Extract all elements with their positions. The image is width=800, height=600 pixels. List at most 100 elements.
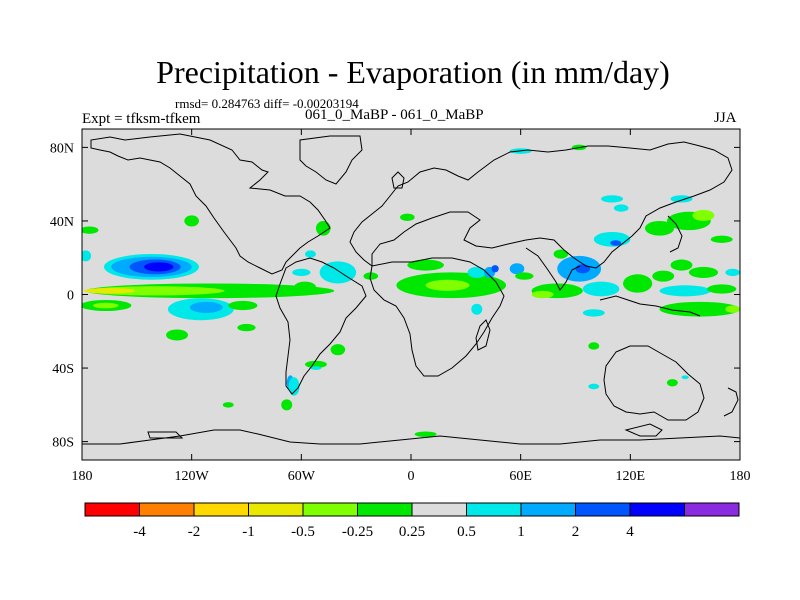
colorbar-label: 2 [572, 524, 580, 540]
anomaly-blob [531, 290, 554, 299]
anomaly-blob [610, 240, 622, 246]
colorbar-swatch [520, 502, 576, 517]
anomaly-blob [471, 303, 483, 315]
coast-south-america [275, 257, 367, 395]
y-tick-label: 80N [50, 141, 74, 156]
anomaly-field [82, 144, 740, 438]
colorbar-label: -0.25 [342, 524, 373, 540]
anomaly-blob [304, 250, 316, 258]
anomaly-blob [288, 377, 300, 396]
colorbar-label: -1 [242, 524, 255, 540]
anomaly-blob [593, 231, 631, 247]
anomaly-blob [575, 264, 591, 274]
anomaly-blob [294, 281, 316, 293]
colorbar-label: 0.5 [457, 524, 476, 540]
colorbar-label: -2 [188, 524, 201, 540]
anomaly-blob [582, 281, 620, 297]
colorbar-label: -4 [133, 524, 146, 540]
colorbar-swatch [302, 502, 358, 517]
anomaly-blob [515, 272, 534, 280]
anomaly-blob [588, 342, 600, 350]
anomaly-blob [222, 402, 234, 408]
anomaly-blob [681, 375, 689, 380]
colorbar-swatch [139, 502, 195, 517]
anomaly-blob [582, 309, 605, 317]
coast-antarctica [82, 429, 740, 445]
anomaly-blob [83, 288, 136, 294]
anomaly-blob [623, 274, 653, 293]
y-tick-label: 40S [52, 362, 74, 377]
x-tick-label: 180 [730, 469, 751, 484]
colorbar-swatch [193, 502, 249, 517]
anomaly-blob [725, 305, 740, 313]
anomaly-blob [330, 344, 346, 356]
x-tick-label: 60W [288, 469, 316, 484]
anomaly-blob [407, 259, 444, 271]
anomaly-blob [659, 301, 740, 317]
coast-eurasia [349, 141, 733, 269]
case-label: 061_0_MaBP - 061_0_MaBP [305, 107, 484, 123]
anomaly-blob [400, 213, 415, 221]
anomaly-blob [467, 266, 486, 278]
anomaly-blob [652, 270, 675, 282]
stats-label: rmsd= 0.284763 diff= -0.00203194 [175, 96, 359, 111]
colorbar: -4 -2 -1 -0.5 -0.25 0.25 0.5 1 2 4 [84, 502, 740, 540]
anomaly-blob [613, 204, 629, 212]
colorbar-swatch [84, 502, 140, 517]
colorbar-label: 1 [517, 524, 525, 540]
x-tick-label: 120E [616, 469, 646, 484]
colorbar-swatch [684, 502, 740, 517]
x-tick-label: 0 [408, 469, 415, 484]
colorbar-swatch [411, 502, 467, 517]
anomaly-blob [692, 209, 715, 221]
x-tick-label: 180 [72, 469, 93, 484]
coast-north-america [90, 133, 331, 275]
anomaly-blob [509, 263, 525, 275]
anomaly-blob [184, 215, 199, 227]
anomaly-blob [166, 329, 189, 341]
colorbar-label: 4 [626, 524, 634, 540]
coast-greenland [299, 135, 363, 185]
coast-india [525, 247, 581, 291]
anomaly-blob [425, 279, 470, 291]
anomaly-blob [92, 302, 119, 309]
colorbar-swatch [466, 502, 522, 517]
anomaly-blob [666, 379, 678, 387]
anomaly-blob [601, 195, 624, 203]
coast-madagascar [475, 319, 491, 351]
anomaly-blob [491, 265, 499, 273]
y-tick-label: 80S [52, 436, 74, 451]
x-tick-label: 60E [509, 469, 532, 484]
y-axis: 80N 40N 0 40S 80S [50, 141, 740, 451]
coast-new-zealand [723, 387, 739, 417]
y-tick-label: 40N [50, 215, 74, 230]
anomaly-blob [228, 300, 258, 311]
colorbar-label: -0.5 [291, 524, 315, 540]
anomaly-blob [414, 431, 437, 438]
season-label: JJA [714, 110, 737, 126]
anomaly-blob [310, 366, 322, 370]
anomaly-blob [710, 235, 733, 244]
coast-indonesia [599, 295, 701, 317]
anomaly-blob [644, 220, 675, 236]
colorbar-swatch [629, 502, 685, 517]
anomaly-blob [189, 301, 223, 313]
anomaly-blob [319, 261, 357, 284]
chart-title: Precipitation - Evaporation (in mm/day) [156, 54, 670, 90]
coast-australia [603, 345, 705, 421]
anomaly-blob [707, 284, 737, 294]
coast-japan [667, 215, 683, 253]
anomaly-blob [281, 399, 293, 411]
coast-africa [369, 257, 505, 377]
anomaly-blob [315, 220, 331, 236]
coast-uk [391, 171, 405, 189]
anomaly-blob [588, 383, 600, 390]
colorbar-swatch [575, 502, 631, 517]
anomaly-blob [292, 268, 311, 277]
anomaly-blob [82, 226, 99, 234]
anomaly-blob [144, 262, 174, 272]
continent-outlines [82, 133, 740, 445]
experiment-label: Expt = tfksm-tfkem [82, 111, 201, 127]
anomaly-blob [670, 259, 693, 271]
